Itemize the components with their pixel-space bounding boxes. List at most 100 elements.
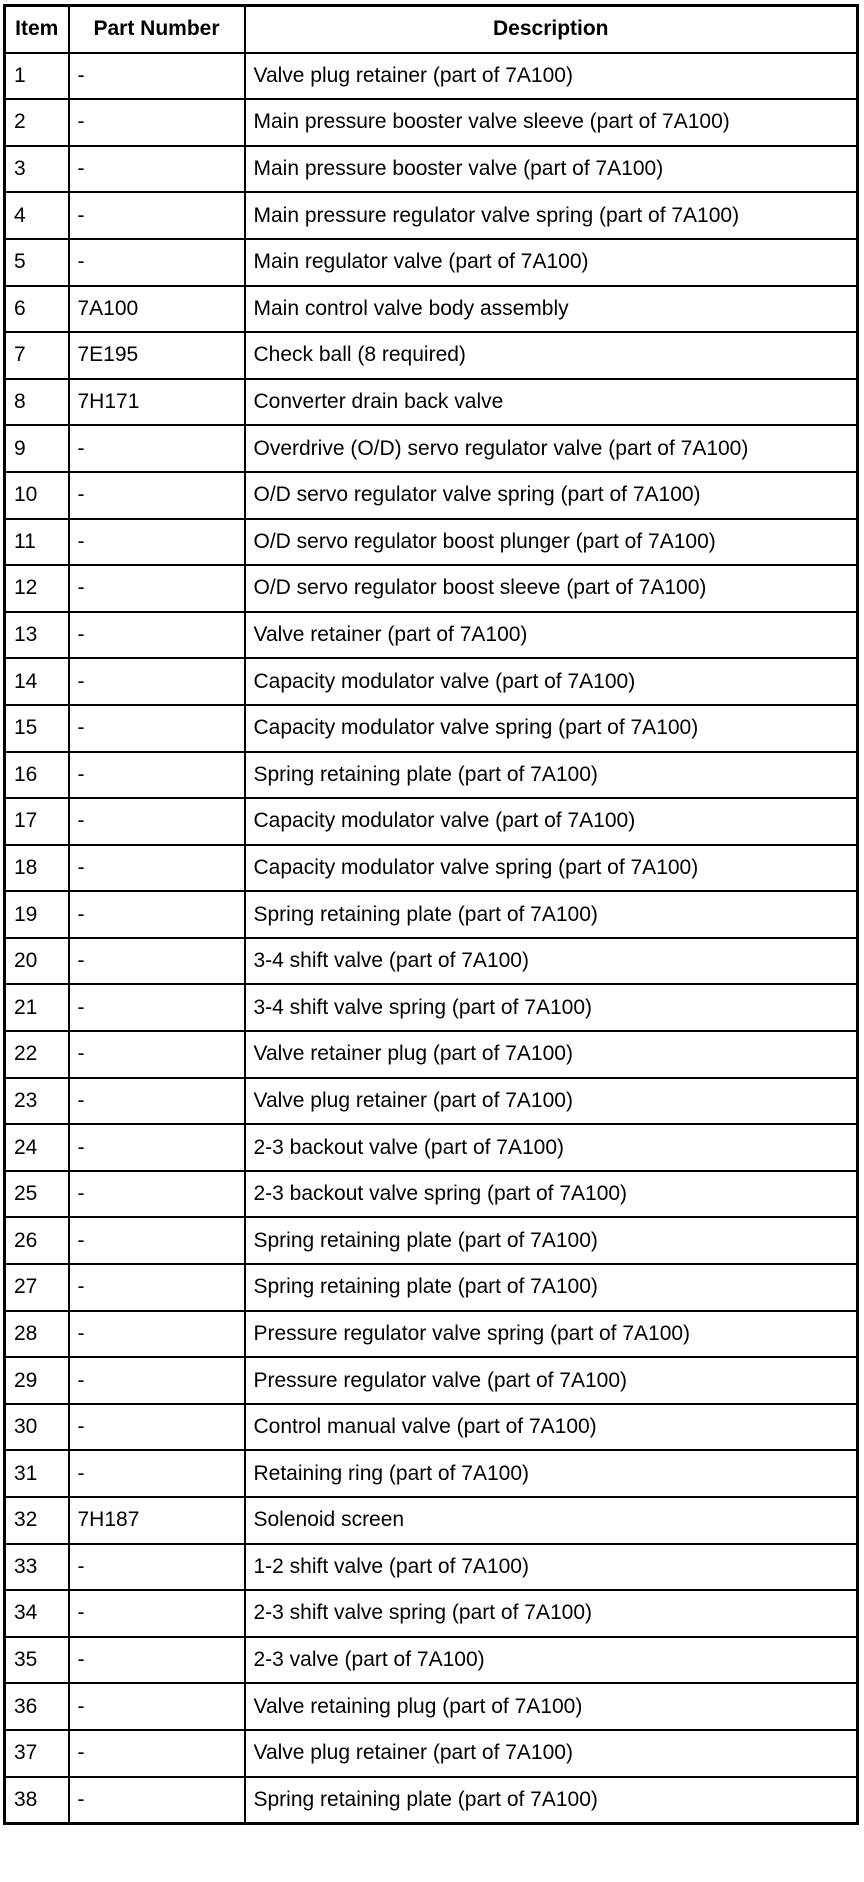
cell-part-number: -	[67, 1728, 246, 1778]
cell-description: 3-4 shift valve (part of 7A100)	[243, 936, 859, 986]
cell-part-number: -	[67, 797, 246, 846]
cell-part-number: -	[67, 98, 246, 147]
cell-part-number: -	[67, 1542, 246, 1592]
cell-item: 36	[3, 1682, 70, 1731]
table-row: 21-3-4 shift valve spring (part of 7A100…	[3, 983, 859, 1033]
cell-item: 5	[3, 237, 70, 287]
cell-part-number: -	[67, 1309, 246, 1359]
cell-description: Main control valve body assembly	[243, 284, 859, 334]
table-row: 19- Spring retaining plate (part of 7A100…	[3, 890, 859, 939]
table-row: 29- Pressure regulator valve (part of 7A1…	[3, 1356, 859, 1405]
cell-item: 34	[3, 1589, 70, 1638]
cell-item: 30	[3, 1402, 70, 1452]
cell-description: Spring retaining plate (part of 7A100)	[243, 1263, 859, 1312]
cell-description: 1-2 shift valve (part of 7A100)	[243, 1542, 859, 1592]
cell-part-number: -	[67, 610, 246, 660]
table-row: 11- O/D servo regulator boost plunger (pa…	[3, 517, 859, 567]
table-row: 8 7H171 Converter drain back valve	[3, 377, 859, 427]
cell-description: Spring retaining plate (part of 7A100)	[243, 1775, 859, 1825]
cell-item: 9	[3, 424, 70, 473]
cell-description: Spring retaining plate (part of 7A100)	[243, 890, 859, 939]
cell-description: Pressure regulator valve (part of 7A100)	[243, 1356, 859, 1405]
cell-part-number: -	[67, 517, 246, 567]
cell-description: O/D servo regulator valve spring (part o…	[243, 470, 859, 520]
cell-part-number: -	[67, 1682, 246, 1731]
table-row: 4- Main pressure regulator valve spring (…	[3, 191, 859, 240]
cell-item: 25	[3, 1169, 70, 1219]
table-row: 7 7E195 Check ball (8 required)	[3, 331, 859, 380]
table-row: 9- Overdrive (O/D) servo regulator valve …	[3, 424, 859, 473]
cell-item: 1	[3, 51, 70, 101]
cell-item: 19	[3, 890, 70, 939]
header-description: Description	[243, 4, 859, 54]
cell-description: Capacity modulator valve spring (part of…	[243, 703, 859, 753]
cell-item: 37	[3, 1728, 70, 1778]
cell-item: 12	[3, 564, 70, 613]
cell-description: Valve plug retainer (part of 7A100)	[243, 1076, 859, 1126]
cell-item: 26	[3, 1216, 70, 1266]
table-row: 6 7A100 Main control valve body assembly	[3, 284, 859, 334]
cell-part-number: -	[67, 424, 246, 473]
cell-part-number: -	[67, 1775, 246, 1825]
cell-description: O/D servo regulator boost plunger (part …	[243, 517, 859, 567]
cell-item: 38	[3, 1775, 70, 1825]
cell-description: 2-3 valve (part of 7A100)	[243, 1635, 859, 1685]
table-row: 31- Retaining ring (part of 7A100)	[3, 1449, 859, 1498]
cell-description: Valve retainer plug (part of 7A100)	[243, 1030, 859, 1079]
cell-part-number: -	[67, 1589, 246, 1638]
cell-part-number: -	[67, 1402, 246, 1452]
cell-item: 33	[3, 1542, 70, 1592]
table-row: 36- Valve retaining plug (part of 7A100)	[3, 1682, 859, 1731]
table-row: 35-2-3 valve (part of 7A100)	[3, 1635, 859, 1685]
cell-description: Valve plug retainer (part of 7A100)	[243, 51, 859, 101]
cell-item: 24	[3, 1123, 70, 1172]
cell-part-number: -	[67, 750, 246, 800]
cell-description: Capacity modulator valve (part of 7A100)	[243, 657, 859, 706]
cell-part-number: -	[67, 144, 246, 194]
cell-description: Spring retaining plate (part of 7A100)	[243, 750, 859, 800]
cell-item: 28	[3, 1309, 70, 1359]
cell-description: Capacity modulator valve (part of 7A100)	[243, 797, 859, 846]
cell-part-number: -	[67, 1123, 246, 1172]
table-row: 27- Spring retaining plate (part of 7A100…	[3, 1263, 859, 1312]
cell-description: Pressure regulator valve spring (part of…	[243, 1309, 859, 1359]
cell-part-number: 7H187	[67, 1496, 246, 1545]
cell-description: Capacity modulator valve spring (part of…	[243, 843, 859, 893]
cell-item: 17	[3, 797, 70, 846]
cell-description: 3-4 shift valve spring (part of 7A100)	[243, 983, 859, 1033]
cell-item: 4	[3, 191, 70, 240]
cell-description: Main pressure booster valve (part of 7A1…	[243, 144, 859, 194]
cell-item: 16	[3, 750, 70, 800]
cell-description: Valve plug retainer (part of 7A100)	[243, 1728, 859, 1778]
cell-item: 32	[3, 1496, 70, 1545]
table-row: 38- Spring retaining plate (part of 7A100…	[3, 1775, 859, 1825]
header-row: Item Part Number Description	[3, 4, 859, 54]
table-row: 23- Valve plug retainer (part of 7A100)	[3, 1076, 859, 1126]
table-row: 15- Capacity modulator valve spring (part…	[3, 703, 859, 753]
table-row: 26- Spring retaining plate (part of 7A100…	[3, 1216, 859, 1266]
cell-description: Check ball (8 required)	[243, 331, 859, 380]
cell-description: Control manual valve (part of 7A100)	[243, 1402, 859, 1452]
table-row: 25-2-3 backout valve spring (part of 7A1…	[3, 1169, 859, 1219]
cell-description: 2-3 backout valve spring (part of 7A100)	[243, 1169, 859, 1219]
cell-description: Main pressure regulator valve spring (pa…	[243, 191, 859, 240]
cell-description: Overdrive (O/D) servo regulator valve (p…	[243, 424, 859, 473]
header-item: Item	[3, 4, 70, 54]
cell-description: Valve retaining plug (part of 7A100)	[243, 1682, 859, 1731]
table-row: 14- Capacity modulator valve (part of 7A1…	[3, 657, 859, 706]
cell-part-number: -	[67, 191, 246, 240]
cell-part-number: 7E195	[67, 331, 246, 380]
cell-part-number: -	[67, 983, 246, 1033]
cell-item: 6	[3, 284, 70, 334]
table-row: 30- Control manual valve (part of 7A100)	[3, 1402, 859, 1452]
table-row: 24-2-3 backout valve (part of 7A100)	[3, 1123, 859, 1172]
table-row: 13- Valve retainer (part of 7A100)	[3, 610, 859, 660]
cell-item: 21	[3, 983, 70, 1033]
cell-description: Converter drain back valve	[243, 377, 859, 427]
cell-description: Main regulator valve (part of 7A100)	[243, 237, 859, 287]
cell-description: Valve retainer (part of 7A100)	[243, 610, 859, 660]
cell-part-number: -	[67, 1263, 246, 1312]
cell-part-number: -	[67, 1216, 246, 1266]
table-row: 3- Main pressure booster valve (part of 7…	[3, 144, 859, 194]
table-row: 34-2-3 shift valve spring (part of 7A100…	[3, 1589, 859, 1638]
